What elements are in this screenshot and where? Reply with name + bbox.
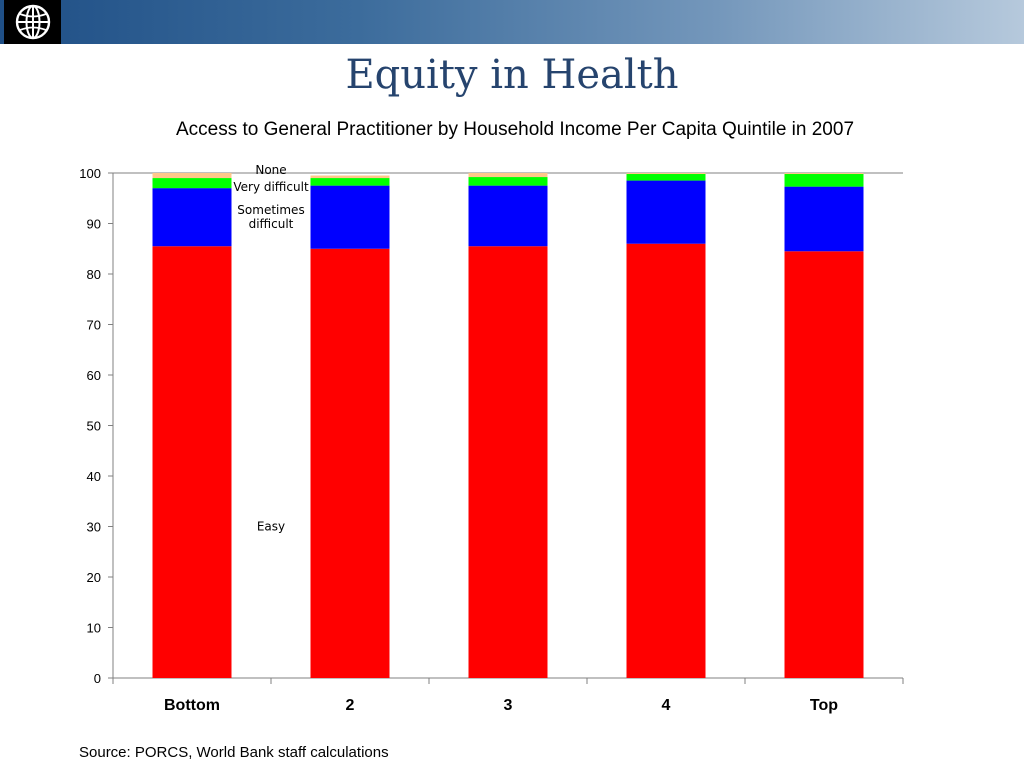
bar-very-difficult-bottom: [152, 178, 232, 189]
y-tick-label: 0: [94, 671, 101, 686]
bar-very-difficult-3: [468, 177, 548, 186]
x-tick-label: Bottom: [164, 697, 220, 714]
globe-icon: [15, 4, 51, 40]
bar-very-difficult-4: [626, 174, 706, 181]
bar-none-3: [468, 173, 548, 178]
bar-sometimes-difficult-2: [310, 185, 390, 249]
bar-none-2: [310, 175, 390, 179]
y-tick-label: 60: [87, 368, 101, 383]
y-tick-label: 40: [87, 469, 101, 484]
page-title: Equity in Health: [345, 52, 679, 98]
y-tick-label: 90: [87, 217, 101, 232]
bar-easy-4: [626, 243, 706, 678]
header-band: [0, 0, 1024, 44]
bar-none-4: [626, 173, 706, 175]
y-tick-label: 80: [87, 267, 101, 282]
y-tick-label: 70: [87, 318, 101, 333]
bar-easy-bottom: [152, 246, 232, 678]
bar-easy-3: [468, 246, 548, 678]
series-label-easy: Easy: [257, 520, 285, 534]
bar-none-bottom: [152, 173, 232, 179]
x-tick-label: 2: [346, 697, 355, 714]
bar-easy-2: [310, 248, 390, 678]
bar-sometimes-difficult-4: [626, 180, 706, 244]
y-tick-label: 30: [87, 520, 101, 535]
y-tick-label: 100: [79, 166, 101, 181]
y-tick-label: 10: [87, 621, 101, 636]
series-label-sometimes-difficult: Sometimes difficult: [237, 203, 304, 231]
source-note: Source: PORCS, World Bank staff calculat…: [79, 744, 389, 761]
bar-sometimes-difficult-3: [468, 185, 548, 247]
world-bank-logo: [4, 0, 61, 44]
bar-easy-top: [784, 251, 864, 678]
series-label-none: None: [255, 163, 286, 177]
bar-very-difficult-top: [784, 174, 864, 187]
bar-sometimes-difficult-bottom: [152, 188, 232, 247]
x-tick-label: Top: [810, 697, 838, 714]
x-tick-label: 4: [662, 697, 671, 714]
series-label-very-difficult: Very difficult: [233, 180, 309, 194]
y-tick-label: 50: [87, 419, 101, 434]
bar-very-difficult-2: [310, 178, 390, 186]
chart-title: Access to General Practitioner by Househ…: [175, 119, 855, 140]
y-tick-label: 20: [87, 570, 101, 585]
x-tick-label: 3: [504, 697, 513, 714]
bar-sometimes-difficult-top: [784, 186, 864, 252]
bar-none-top: [784, 173, 864, 175]
